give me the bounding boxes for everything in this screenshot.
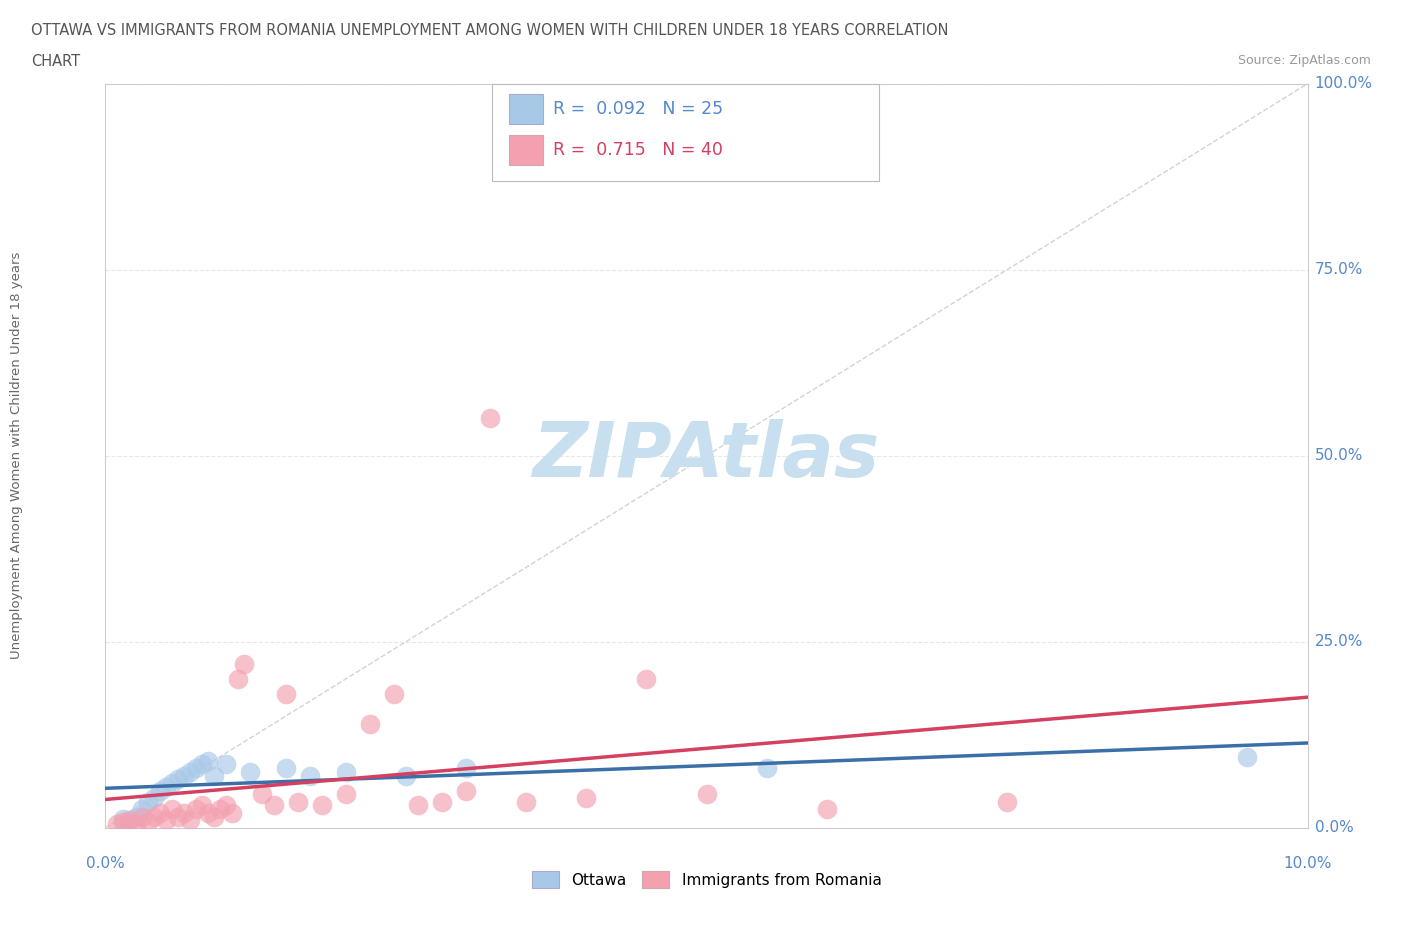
Legend: Ottawa, Immigrants from Romania: Ottawa, Immigrants from Romania: [526, 865, 887, 895]
Text: 0.0%: 0.0%: [1315, 820, 1354, 835]
Point: [179, 813, 201, 828]
Point: [148, 805, 170, 820]
Point: [202, 768, 225, 783]
Text: 25.0%: 25.0%: [1315, 634, 1362, 649]
Point: [112, 811, 135, 826]
Point: [456, 783, 478, 798]
Point: [208, 802, 231, 817]
Point: [166, 809, 188, 824]
Point: [202, 809, 225, 824]
Point: [136, 794, 159, 809]
Point: [184, 802, 207, 817]
Text: CHART: CHART: [31, 54, 80, 69]
Point: [160, 802, 183, 817]
Point: [142, 809, 165, 824]
Text: 100.0%: 100.0%: [1315, 76, 1372, 91]
Text: OTTAWA VS IMMIGRANTS FROM ROMANIA UNEMPLOYMENT AMONG WOMEN WITH CHILDREN UNDER 1: OTTAWA VS IMMIGRANTS FROM ROMANIA UNEMPL…: [31, 23, 949, 38]
Point: [142, 790, 165, 805]
Point: [131, 809, 153, 824]
Point: [382, 686, 405, 701]
Text: R =  0.715   N = 40: R = 0.715 N = 40: [553, 140, 723, 159]
Point: [221, 805, 243, 820]
Point: [155, 813, 177, 828]
Point: [239, 764, 262, 779]
Point: [112, 815, 135, 830]
Text: 10.0%: 10.0%: [1284, 856, 1331, 870]
Point: [232, 657, 254, 671]
Point: [118, 813, 141, 828]
Point: [155, 779, 177, 794]
Point: [107, 817, 129, 831]
Point: [298, 768, 321, 783]
Point: [263, 798, 285, 813]
Point: [395, 768, 418, 783]
Point: [173, 768, 195, 783]
Point: [250, 787, 273, 802]
Point: [515, 794, 537, 809]
Point: [124, 809, 146, 824]
Point: [696, 787, 718, 802]
Point: [995, 794, 1018, 809]
Point: [755, 761, 778, 776]
Text: Source: ZipAtlas.com: Source: ZipAtlas.com: [1237, 54, 1371, 67]
Point: [166, 772, 188, 787]
Text: 75.0%: 75.0%: [1315, 262, 1362, 277]
Point: [214, 798, 236, 813]
Point: [575, 790, 598, 805]
Text: ZIPAtlas: ZIPAtlas: [533, 418, 880, 493]
Point: [430, 794, 453, 809]
Point: [274, 686, 297, 701]
Point: [636, 671, 658, 686]
Point: [311, 798, 333, 813]
Point: [173, 805, 195, 820]
Point: [190, 757, 212, 772]
Point: [160, 776, 183, 790]
Point: [136, 815, 159, 830]
Point: [179, 764, 201, 779]
Point: [148, 783, 170, 798]
Text: 50.0%: 50.0%: [1315, 448, 1362, 463]
Point: [406, 798, 429, 813]
Point: [456, 761, 478, 776]
Point: [214, 757, 236, 772]
Point: [335, 764, 357, 779]
Point: [287, 794, 309, 809]
Text: R =  0.092   N = 25: R = 0.092 N = 25: [553, 100, 723, 118]
Point: [1236, 750, 1258, 764]
Point: [124, 817, 146, 831]
Point: [359, 716, 381, 731]
Point: [118, 815, 141, 830]
Point: [197, 805, 219, 820]
Point: [226, 671, 249, 686]
Point: [184, 761, 207, 776]
Point: [131, 802, 153, 817]
Point: [190, 798, 212, 813]
Point: [815, 802, 838, 817]
Point: [479, 411, 502, 426]
Text: 0.0%: 0.0%: [86, 856, 125, 870]
Point: [335, 787, 357, 802]
Point: [274, 761, 297, 776]
Text: Unemployment Among Women with Children Under 18 years: Unemployment Among Women with Children U…: [10, 252, 24, 659]
Point: [197, 753, 219, 768]
